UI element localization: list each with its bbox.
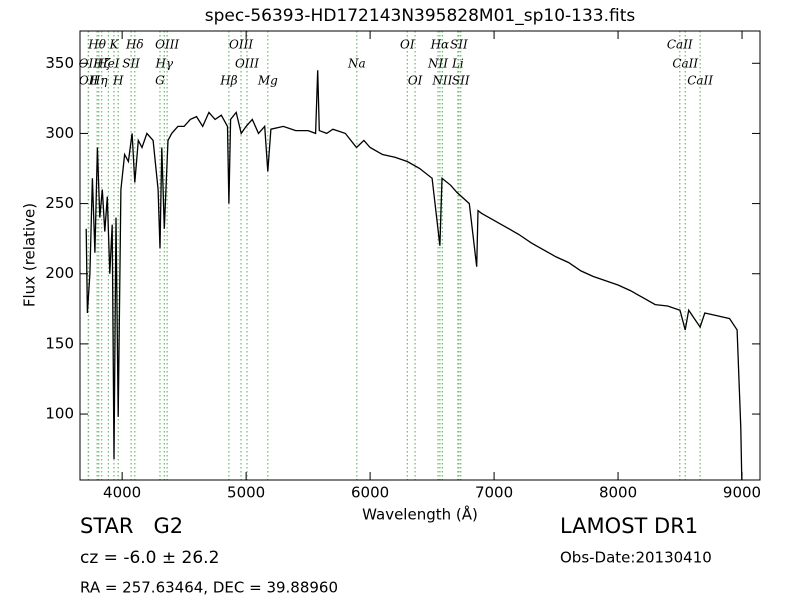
- x-tick-label: 4000: [103, 484, 141, 502]
- spectral-line-label: CaII: [672, 57, 698, 71]
- spectral-line-label: Hζ: [92, 57, 111, 71]
- x-tick-label: 5000: [227, 484, 265, 502]
- spectral-line-label: CaII: [687, 74, 713, 88]
- x-tick-label: 7000: [475, 484, 513, 502]
- y-tick-label: 150: [45, 334, 74, 352]
- coordinates: RA = 257.63464, DEC = 39.88960: [80, 579, 338, 597]
- spectral-line-label: OI: [408, 74, 423, 88]
- spectral-line-label: Hγ: [154, 57, 173, 71]
- spectral-line-label: OII: [79, 74, 99, 88]
- spectral-line-label: Hθ: [87, 38, 106, 52]
- spectral-line-label: Mg: [257, 74, 278, 88]
- y-axis-label: Flux (relative): [21, 203, 39, 307]
- y-tick-label: 350: [45, 54, 74, 72]
- y-tick-label: 100: [45, 405, 74, 423]
- plot-area: [85, 31, 743, 480]
- spectral-line-label: OIII: [155, 38, 179, 52]
- x-tick-label: 9000: [723, 484, 761, 502]
- spectral-line-label: SII: [450, 38, 468, 52]
- spectral-line-label: G: [155, 74, 165, 88]
- spectral-line-label: Hη: [89, 74, 108, 88]
- spectral-line-label: SII: [452, 74, 470, 88]
- obs-date: Obs-Date:20130410: [560, 549, 712, 567]
- plot-frame: [79, 30, 761, 481]
- spectral-line-label: K: [108, 38, 119, 52]
- spectral-line-label: OIII: [235, 57, 259, 71]
- spectral-line-label: OI: [400, 38, 415, 52]
- spectral-line-label: OII: [79, 57, 99, 71]
- spectral-line-label: Li: [451, 57, 464, 71]
- spectral-line-label: NII: [427, 57, 448, 71]
- spectral-line-label: H: [112, 74, 124, 88]
- spectral-line-label: Hδ: [125, 38, 144, 52]
- spectral-line-label: NII: [431, 74, 452, 88]
- spectral-line-label: Na: [347, 57, 366, 71]
- x-axis-label: Wavelength (Å): [362, 505, 478, 524]
- spectral-line-label: CaII: [667, 38, 693, 52]
- y-tick-label: 250: [45, 194, 74, 212]
- chart-title: spec-56393-HD172143N395828M01_sp10-133.f…: [205, 6, 636, 26]
- x-tick-label: 8000: [599, 484, 637, 502]
- y-tick-label: 200: [45, 264, 74, 282]
- x-tick-label: 6000: [351, 484, 389, 502]
- spectral-line-label: OIII: [229, 38, 253, 52]
- y-tick-label: 300: [45, 124, 74, 142]
- object-class: STAR G2: [80, 514, 183, 538]
- spectral-line-label: Hα: [430, 38, 450, 52]
- spectral-line-label: SII: [122, 57, 140, 71]
- spectral-line-label: HeI: [96, 57, 120, 71]
- survey: LAMOST DR1: [560, 514, 698, 538]
- spectrum-line: [85, 70, 743, 480]
- redshift: cz = -6.0 ± 26.2: [80, 548, 219, 568]
- spectral-line-label: Hβ: [219, 74, 237, 88]
